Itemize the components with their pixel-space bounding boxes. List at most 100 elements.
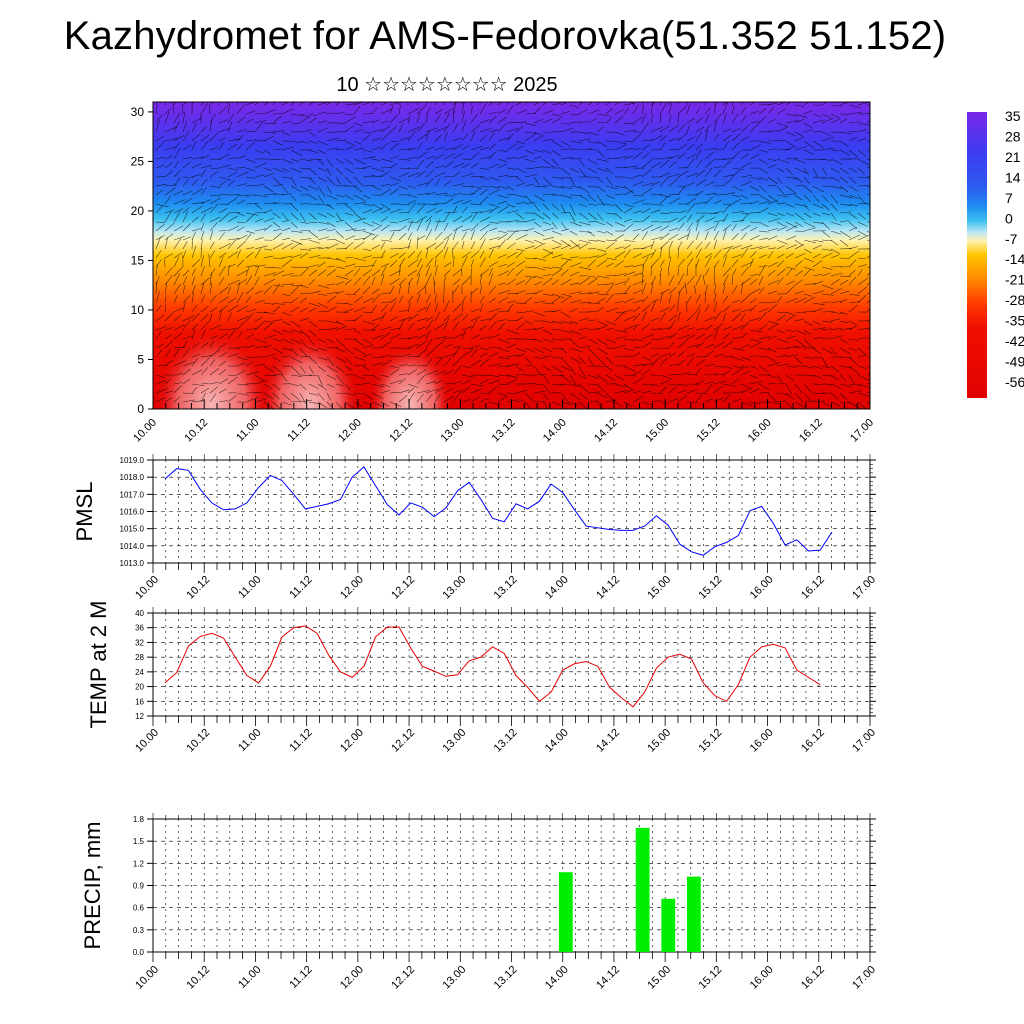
wind-vector <box>713 249 722 259</box>
wind-vector <box>173 161 180 169</box>
wind-vector <box>830 266 842 268</box>
wind-vector <box>758 149 769 153</box>
wind-vector <box>380 125 391 133</box>
wind-vector <box>155 343 164 349</box>
wind-vector <box>353 288 361 295</box>
wind-vector <box>650 400 661 403</box>
wind-vector <box>623 207 633 214</box>
wind-vector <box>254 237 264 241</box>
wind-vector <box>488 221 499 224</box>
wind-vector <box>488 273 494 286</box>
wind-vector <box>191 163 202 169</box>
wind-vector <box>479 285 483 295</box>
wind-vector <box>434 231 443 241</box>
wind-vector <box>623 147 634 151</box>
wind-vector <box>317 347 328 351</box>
wind-vector <box>578 336 587 340</box>
wind-vector <box>740 212 751 215</box>
wind-vector <box>668 386 677 394</box>
wind-vector <box>389 401 402 407</box>
wind-vector <box>254 245 268 250</box>
wind-vector <box>623 176 634 180</box>
wind-vector <box>803 283 816 286</box>
wind-vector <box>398 118 409 124</box>
wind-vector <box>407 277 413 286</box>
wind-vector <box>848 131 858 133</box>
wind-vector <box>740 136 750 142</box>
wind-vector <box>290 338 302 344</box>
wind-vector <box>362 275 371 286</box>
wind-vector <box>695 274 702 286</box>
wind-vector <box>776 276 784 286</box>
wind-vector <box>758 221 769 228</box>
wind-vector <box>398 148 412 151</box>
wind-vector <box>740 365 749 369</box>
wind-vector <box>281 158 293 164</box>
wind-vector <box>596 167 608 172</box>
wind-vector <box>740 321 750 331</box>
wind-vector <box>461 276 471 286</box>
wind-vector <box>560 356 570 367</box>
wind-vector <box>596 113 610 117</box>
wind-vector <box>191 328 196 340</box>
wind-vector <box>434 165 445 169</box>
wind-vector <box>767 102 778 106</box>
wind-vector <box>299 221 309 224</box>
wind-vector <box>749 121 760 124</box>
wind-vector <box>443 180 452 187</box>
wind-vector <box>632 210 643 214</box>
wind-vector <box>317 111 327 115</box>
wind-vector <box>596 121 606 124</box>
wind-vector <box>407 232 413 241</box>
wind-vector <box>461 145 470 151</box>
wind-vector <box>497 109 506 115</box>
wind-vector <box>776 212 785 216</box>
wind-vector <box>758 230 769 233</box>
wind-vector <box>569 149 578 151</box>
wind-vector <box>542 166 555 169</box>
wind-vector <box>380 241 386 250</box>
wind-vector <box>272 305 281 313</box>
wind-vector <box>155 281 157 295</box>
wind-vector <box>452 389 464 394</box>
wind-vector <box>281 131 291 136</box>
wind-vector <box>389 391 400 394</box>
wind-vector <box>164 267 173 277</box>
wind-vector <box>605 167 613 175</box>
wind-vector <box>155 397 166 403</box>
wind-vector <box>443 194 455 197</box>
wind-vector <box>488 163 500 169</box>
wind-vector <box>290 284 303 287</box>
wind-vector <box>470 359 482 367</box>
wind-vector <box>794 146 807 151</box>
wind-vector <box>272 194 284 196</box>
wind-vector <box>749 235 760 241</box>
wind-vector <box>587 248 597 250</box>
wind-vector <box>416 250 422 259</box>
wind-vector <box>461 110 465 124</box>
wind-vector <box>776 221 786 227</box>
wind-vector <box>164 162 174 169</box>
wind-vector <box>794 346 805 349</box>
wind-vector <box>172 102 175 115</box>
x-tick-label: 13.00 <box>440 574 468 602</box>
colorbar-label: -28 <box>1005 292 1024 308</box>
wind-vector <box>308 113 318 117</box>
wind-vector <box>200 387 210 394</box>
wind-vector <box>452 345 463 349</box>
wind-vector <box>290 140 300 144</box>
x-tick-label: 13.00 <box>438 417 466 445</box>
wind-vector <box>434 126 448 133</box>
wind-vector <box>353 392 363 395</box>
wind-vector <box>398 295 404 304</box>
wind-vector <box>677 390 687 394</box>
wind-vector <box>434 113 441 124</box>
wind-vector <box>380 359 393 367</box>
wind-vector <box>308 264 319 268</box>
wind-vector <box>362 194 371 199</box>
wind-vector <box>389 368 400 376</box>
wind-vector <box>326 243 339 250</box>
wind-vector <box>182 161 192 169</box>
wind-vector <box>308 383 319 389</box>
wind-vector <box>551 131 561 133</box>
